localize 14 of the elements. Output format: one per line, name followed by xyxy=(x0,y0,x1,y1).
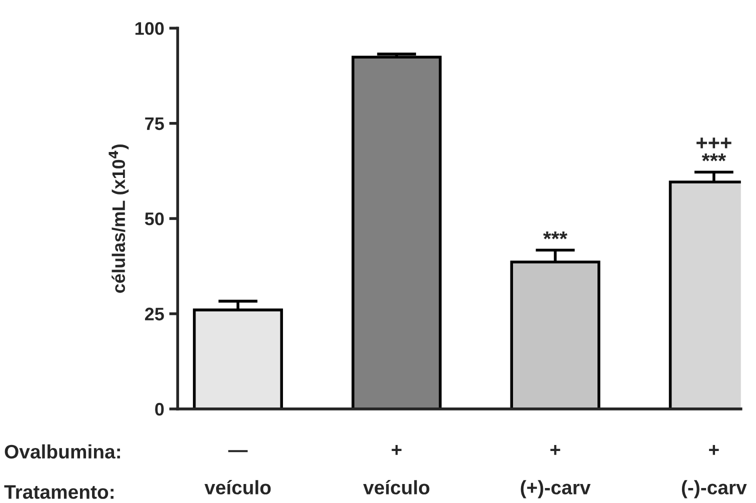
y-axis-title: células/mL (x10$^{4}$) xyxy=(108,144,129,293)
y-tick-label: 75 xyxy=(145,117,164,130)
category-label: + veículo xyxy=(363,444,430,494)
category-label: + (+)-carv xyxy=(520,444,591,498)
y-tick-label: 50 xyxy=(144,212,164,226)
text: Tratamento: xyxy=(4,485,114,499)
annotation: +++ *** xyxy=(696,138,732,162)
category-label: + (-)-carv xyxy=(682,444,747,498)
y-tick-label: 25 xyxy=(145,308,164,320)
text: Ovalbumina: xyxy=(4,444,120,459)
category-label: — veículo xyxy=(204,450,271,494)
y-tick-label: 100 xyxy=(135,22,164,35)
annotation: *** xyxy=(543,232,568,240)
y-tick-label: 0 xyxy=(155,402,164,416)
